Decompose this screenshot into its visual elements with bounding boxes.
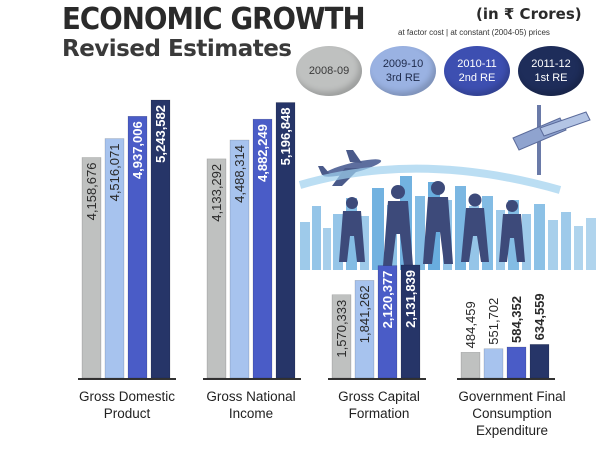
bar-gdp-2010-11 — [127, 116, 148, 379]
value-label-gdp-2009-10: 4,516,071 — [107, 144, 122, 202]
bar-gdp-2011-12 — [150, 99, 171, 379]
value-label-gni-2008-09: 4,133,292 — [209, 164, 224, 222]
legend-year: 2009-10 — [382, 58, 424, 70]
legend-item-2008-09: 2008-09 — [296, 46, 362, 96]
value-label-gfce-2011-12: 634,559 — [532, 293, 547, 340]
signpost-icon — [512, 105, 591, 175]
legend-estimate: 2nd RE — [458, 72, 496, 84]
people-silhouettes — [339, 181, 525, 266]
value-label-gdp-2010-11: 4,937,006 — [130, 121, 145, 179]
bar-gcf-2009-10 — [354, 280, 375, 379]
legend-year: 2010-11 — [457, 58, 497, 70]
page-title: ECONOMIC GROWTH — [62, 2, 366, 37]
bar-gfce-2010-11 — [506, 346, 527, 379]
baseline-gcf — [328, 378, 426, 380]
value-label-gfce-2010-11: 584,352 — [509, 296, 524, 343]
value-label-gni-2009-10: 4,488,314 — [232, 145, 247, 203]
units-note: (in ₹ Crores) — [476, 5, 582, 23]
baseline-gfce — [457, 378, 555, 380]
bar-gni-2008-09 — [206, 158, 227, 379]
bar-gni-2011-12 — [275, 102, 296, 379]
value-label-gcf-2011-12: 2,131,839 — [403, 270, 418, 328]
bar-gcf-2010-11 — [377, 265, 398, 379]
bars-layer: 4,158,676 4,516,071 4,937,006 5,243,582 4,13… — [78, 99, 555, 380]
category-label-gdp: Gross Domestic Product — [78, 389, 176, 421]
value-label-gfce-2009-10: 551,702 — [486, 298, 501, 345]
value-label-gdp-2011-12: 5,243,582 — [153, 105, 168, 163]
value-label-gcf-2010-11: 2,120,377 — [380, 271, 395, 329]
bar-gcf-2011-12 — [400, 264, 421, 379]
value-label-gcf-2008-09: 1,570,333 — [334, 300, 349, 358]
category-label-gcf: Gross Capital Formation — [338, 389, 420, 421]
baseline-gni — [203, 378, 301, 380]
legend-item-2011-12: 2011-12 1st RE — [518, 46, 584, 96]
value-label-gcf-2009-10: 1,841,262 — [357, 285, 372, 343]
bar-gfce-2011-12 — [529, 344, 550, 379]
bar-gni-2010-11 — [252, 118, 273, 379]
baseline-gdp — [78, 378, 176, 380]
legend-year: 2011-12 — [531, 58, 571, 70]
legend-item-2010-11: 2010-11 2nd RE — [444, 46, 510, 96]
legend-estimate: 3rd RE — [385, 72, 421, 84]
legend-estimate: 1st RE — [534, 72, 568, 84]
bar-gdp-2009-10 — [104, 138, 125, 379]
legend-item-2009-10: 2009-10 3rd RE — [370, 46, 436, 96]
value-label-gni-2011-12: 5,196,848 — [278, 107, 293, 165]
skyline-illustration — [298, 105, 596, 270]
bar-gdp-2008-09 — [81, 157, 102, 379]
category-label-gni: Gross National Income — [206, 389, 296, 421]
legend-year: 2008-09 — [308, 65, 350, 77]
page-subtitle: Revised Estimates — [62, 36, 292, 62]
value-label-gni-2010-11: 4,882,249 — [255, 124, 270, 182]
price-basis-note: at factor cost | at constant (2004-05) p… — [398, 28, 550, 37]
value-label-gdp-2008-09: 4,158,676 — [84, 163, 99, 221]
value-label-gfce-2008-09: 484,459 — [463, 301, 478, 348]
bar-gfce-2008-09 — [460, 352, 481, 379]
bar-gcf-2008-09 — [331, 294, 352, 379]
bar-gfce-2009-10 — [483, 348, 504, 379]
category-label-gfce: Government Final Consumption Expenditure — [458, 389, 566, 438]
bar-gni-2009-10 — [229, 139, 250, 379]
